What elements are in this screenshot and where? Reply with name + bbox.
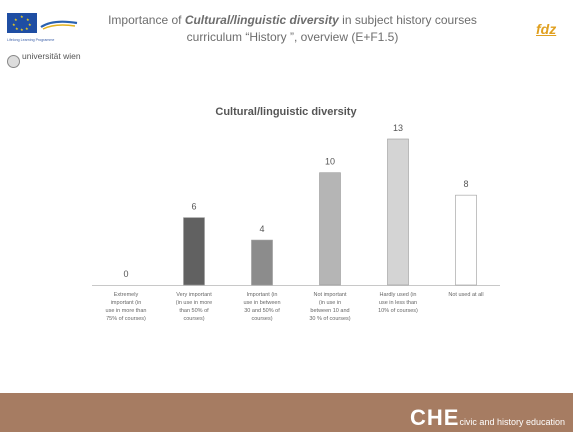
llp-swoosh-logo xyxy=(40,20,78,30)
data-label-5: 8 xyxy=(463,179,468,189)
category-label-4: Hardly used (in use in less than 10% of co… xyxy=(378,292,418,314)
slide-title: Importance of Cultural/linguistic divers… xyxy=(95,12,490,46)
che-small: civic and history education xyxy=(459,417,565,427)
che-big: CHE xyxy=(409,405,460,430)
bar-chart: Cultural/linguistic diversity 0 Extremely i… xyxy=(92,106,500,322)
category-label-1: Very important (in use in more than 50% of… xyxy=(176,292,212,322)
bar-4 xyxy=(387,138,409,286)
chart-title: Cultural/linguistic diversity xyxy=(215,106,357,118)
eu-flag-logo: ★ ★ ★ ★ ★ ★ ★ ★ xyxy=(7,13,37,33)
category-label-5: Not used at all xyxy=(448,292,483,298)
che-logo: CHEcivic and history education xyxy=(410,405,565,431)
category-label-2: Important (in use in between 30 and 50% of… xyxy=(244,292,281,322)
bar-3 xyxy=(319,172,341,286)
bar-1 xyxy=(183,217,205,286)
title-emphasis: Cultural/linguistic diversity xyxy=(184,13,339,27)
bar-2 xyxy=(251,239,273,286)
fdz-logo: fdz xyxy=(536,21,557,37)
data-label-1: 6 xyxy=(191,202,196,212)
title-prefix: Importance of xyxy=(108,13,185,27)
title-suffix: in subject history courses xyxy=(338,13,477,27)
data-label-4: 13 xyxy=(393,123,403,133)
llp-program-text: Lifelong Learning Programme xyxy=(7,38,55,42)
data-label-2: 4 xyxy=(259,224,264,234)
category-label-3: Not important (in use in between 10 and 30 … xyxy=(309,292,350,322)
university-seal-icon xyxy=(7,55,20,68)
title-line2: curriculum “History ”, overview (E+F1.5) xyxy=(186,30,399,44)
bar-5 xyxy=(455,194,477,286)
data-label-0: 0 xyxy=(123,269,128,279)
category-label-0: Extremely important (in use in more than 75… xyxy=(106,292,147,322)
university-name: universität wien xyxy=(22,51,81,61)
footer-bar xyxy=(0,393,573,432)
data-label-3: 10 xyxy=(325,157,335,167)
